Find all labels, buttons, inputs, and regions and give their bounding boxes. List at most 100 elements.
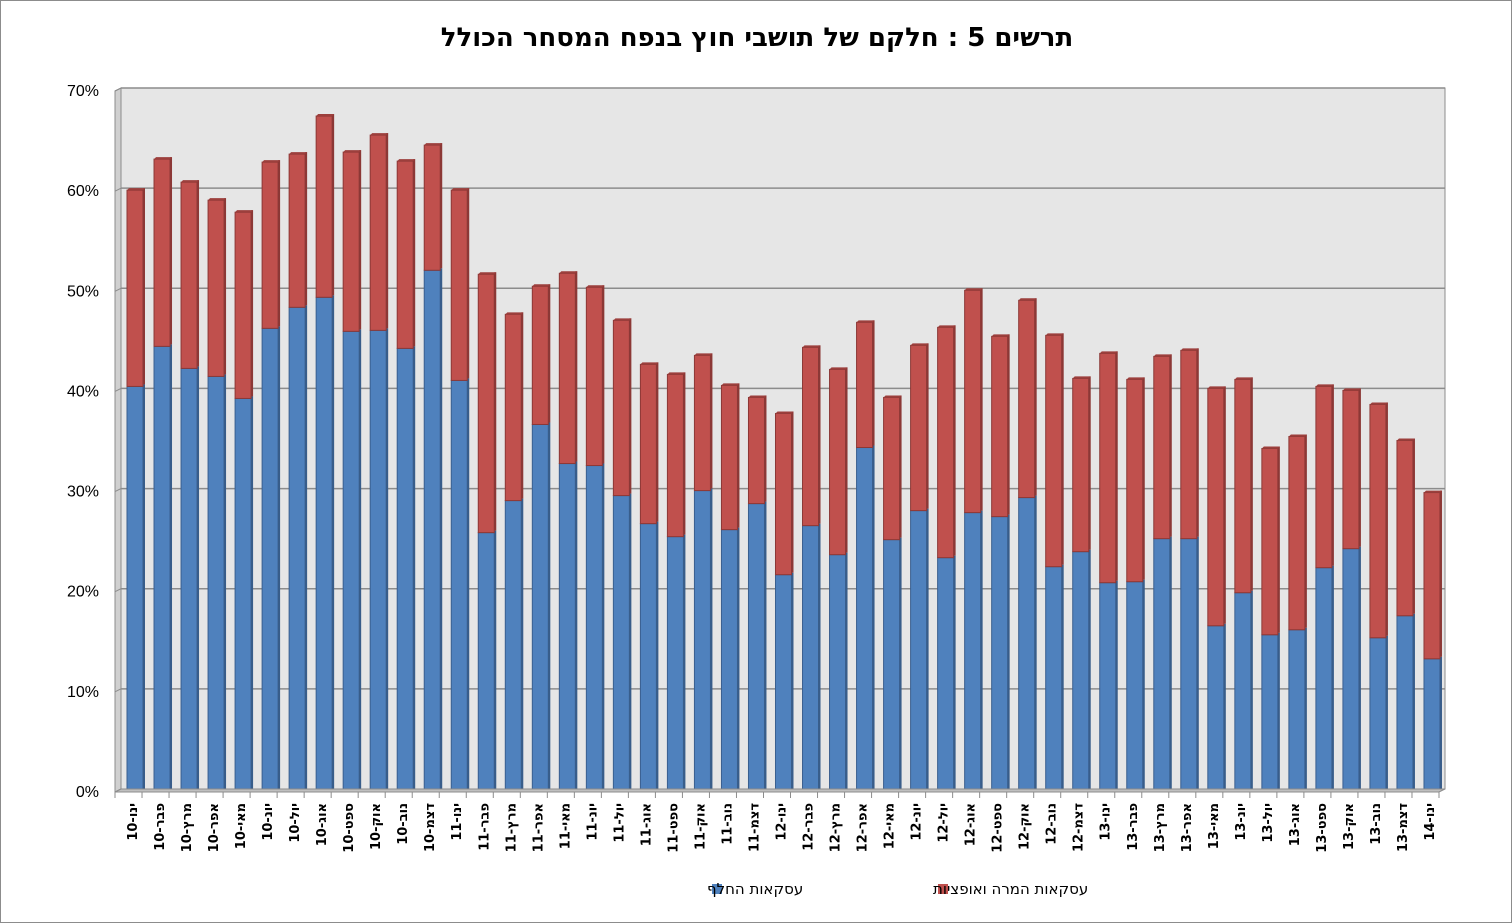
bar-depth-conversion — [1169, 354, 1172, 537]
bar-top — [775, 411, 794, 414]
x-tick-label: ינו-13 — [1099, 803, 1114, 841]
bar-top — [586, 285, 605, 288]
bar-segment-swap — [1396, 615, 1414, 790]
bar-segment-swap — [450, 379, 468, 790]
bar-segment-conversion — [937, 326, 955, 559]
bar-top — [964, 288, 983, 291]
bar-segment-swap — [856, 447, 874, 790]
bar-depth-swap — [1169, 536, 1172, 789]
bar-top — [208, 198, 227, 201]
y-tick-label: 20% — [67, 584, 99, 601]
bar-segment-swap — [207, 375, 225, 790]
bar-depth-swap — [1034, 495, 1037, 789]
x-tick-label: דצמ-13 — [1396, 803, 1411, 852]
bar-depth-swap — [224, 374, 227, 789]
bar-segment-swap — [666, 536, 684, 790]
bar-segment-conversion — [666, 373, 684, 538]
bar-depth-conversion — [1088, 376, 1091, 550]
x-tick-label: נוב-12 — [1045, 803, 1060, 845]
bar-depth-swap — [764, 501, 767, 789]
bar-segment-swap — [504, 500, 522, 790]
x-tick-label: יונ-11 — [585, 803, 600, 841]
bar-depth-conversion — [872, 320, 875, 446]
bar-depth-swap — [413, 346, 416, 789]
bar-segment-conversion — [1207, 387, 1225, 627]
bar-segment-conversion — [342, 151, 360, 332]
bar-top — [1369, 402, 1388, 405]
bar-depth-swap — [467, 378, 470, 789]
bar-depth-conversion — [440, 143, 443, 269]
bar-top — [1342, 388, 1361, 391]
bar-depth-conversion — [521, 312, 524, 499]
bar-segment-conversion — [450, 189, 468, 381]
bar-top — [694, 353, 713, 356]
bar-depth-swap — [1304, 627, 1307, 789]
bar-top — [991, 334, 1010, 337]
bar-segment-swap — [315, 296, 333, 790]
bar-segment-swap — [1180, 538, 1198, 790]
bar-segment-conversion — [1153, 355, 1171, 540]
bar-depth-conversion — [656, 362, 659, 522]
bar-segment-swap — [288, 306, 306, 790]
bar-depth-swap — [980, 510, 983, 789]
bar-depth-swap — [548, 422, 551, 789]
bar-depth-conversion — [764, 395, 767, 502]
bar-segment-conversion — [585, 286, 603, 467]
bar-segment-conversion — [774, 412, 792, 576]
x-tick-label: פבר-11 — [477, 803, 492, 851]
bar-segment-conversion — [423, 144, 441, 271]
bar-segment-conversion — [1018, 299, 1036, 499]
legend-label-conversion: עסקאות המרה ואופציות — [933, 880, 1088, 898]
bar-top — [1018, 298, 1037, 301]
bar-depth-swap — [170, 344, 173, 789]
bar-segment-swap — [396, 347, 414, 790]
bar-top — [1072, 376, 1091, 379]
x-tick-label: מרץ-13 — [1153, 803, 1168, 852]
bar-top — [1099, 351, 1118, 354]
bar-depth-conversion — [467, 188, 470, 379]
bar-depth-swap — [953, 555, 956, 789]
x-tick-label: אוג-11 — [639, 803, 654, 846]
x-tick-label: יונ-12 — [910, 803, 925, 841]
bar-depth-swap — [818, 523, 821, 789]
x-tick-label: אוק-12 — [1018, 803, 1033, 850]
x-tick-label: פבר-12 — [802, 803, 817, 851]
bar-segment-conversion — [639, 363, 657, 525]
chart-title: תרשים 5 : חלקם של תושבי חוץ בנפח המסחר ה… — [441, 23, 1073, 53]
x-tick-label: ספט-12 — [991, 803, 1006, 853]
bar-depth-swap — [1277, 632, 1280, 789]
bar-top — [343, 150, 362, 153]
bar-segment-swap — [1072, 551, 1090, 790]
bar-segment-conversion — [883, 396, 901, 541]
bar-segment-conversion — [1180, 349, 1198, 540]
bar-depth-swap — [521, 498, 524, 789]
x-tick-label: אפר-12 — [856, 803, 871, 852]
bar-segment-conversion — [1423, 492, 1441, 660]
bar-segment-conversion — [829, 368, 847, 556]
bar-segment-conversion — [693, 354, 711, 492]
bar-depth-conversion — [737, 383, 740, 528]
x-tick-label: יול-12 — [937, 803, 952, 843]
bar-segment-swap — [261, 327, 279, 790]
bar-segment-swap — [1207, 625, 1225, 790]
bar-segment-conversion — [1342, 389, 1360, 550]
bar-depth-conversion — [305, 152, 308, 306]
bar-segment-swap — [1261, 634, 1279, 790]
bar-top — [613, 318, 632, 321]
bar-segment-swap — [639, 523, 657, 790]
bar-segment-swap — [531, 423, 549, 790]
bar-top — [748, 395, 767, 398]
bar-depth-conversion — [332, 114, 335, 296]
bar-segment-swap — [1045, 566, 1063, 790]
bar-top — [424, 143, 443, 146]
bar-depth-swap — [1223, 623, 1226, 789]
bar-top — [640, 362, 659, 365]
bar-top — [316, 114, 335, 117]
bar-depth-conversion — [1142, 377, 1145, 580]
bar-depth-swap — [683, 534, 686, 789]
bar-top — [1153, 354, 1172, 357]
bar-depth-conversion — [602, 285, 605, 464]
bar-segment-swap — [1288, 629, 1306, 790]
bar-depth-conversion — [575, 271, 578, 462]
